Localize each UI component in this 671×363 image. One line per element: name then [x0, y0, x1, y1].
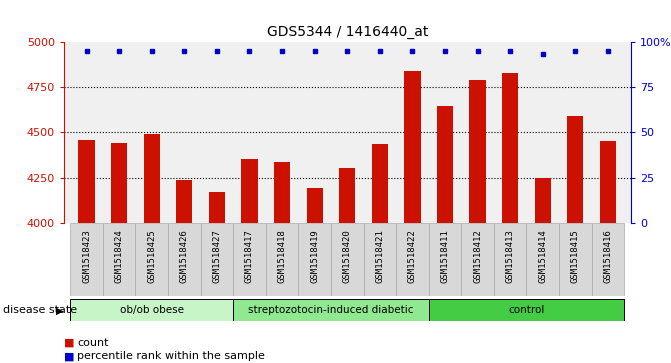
Text: ■: ■: [64, 351, 74, 362]
Bar: [176, 180, 193, 223]
Bar: [70, 223, 103, 296]
Text: disease state: disease state: [3, 305, 77, 315]
Bar: [307, 188, 323, 223]
Text: GSM1518413: GSM1518413: [506, 229, 515, 283]
Text: GSM1518427: GSM1518427: [213, 229, 221, 283]
Text: streptozotocin-induced diabetic: streptozotocin-induced diabetic: [248, 305, 414, 315]
Text: count: count: [77, 338, 109, 348]
Bar: [103, 223, 136, 296]
Bar: [136, 223, 168, 296]
Bar: [168, 223, 201, 296]
Text: GSM1518417: GSM1518417: [245, 229, 254, 283]
Bar: [600, 141, 616, 223]
Bar: [396, 223, 429, 296]
Bar: [331, 223, 364, 296]
Bar: [470, 80, 486, 223]
Bar: [535, 178, 551, 223]
Bar: [111, 143, 127, 223]
Bar: [372, 144, 388, 223]
Bar: [461, 223, 494, 296]
Text: GSM1518422: GSM1518422: [408, 229, 417, 283]
Bar: [559, 223, 592, 296]
Bar: [339, 168, 356, 223]
Bar: [429, 299, 624, 321]
Text: GSM1518414: GSM1518414: [538, 229, 548, 283]
Bar: [567, 116, 584, 223]
Bar: [527, 223, 559, 296]
Bar: [79, 140, 95, 223]
Bar: [364, 223, 396, 296]
Bar: [70, 299, 234, 321]
Text: GSM1518425: GSM1518425: [147, 229, 156, 283]
Bar: [242, 159, 258, 223]
Text: GSM1518420: GSM1518420: [343, 229, 352, 283]
Text: GSM1518418: GSM1518418: [278, 229, 287, 283]
Bar: [266, 223, 299, 296]
Text: GSM1518419: GSM1518419: [310, 229, 319, 283]
Text: ■: ■: [64, 338, 74, 348]
Text: GSM1518415: GSM1518415: [571, 229, 580, 283]
Text: ob/ob obese: ob/ob obese: [119, 305, 184, 315]
Bar: [494, 223, 527, 296]
Text: GSM1518423: GSM1518423: [82, 229, 91, 283]
Bar: [234, 299, 429, 321]
Bar: [201, 223, 234, 296]
Text: GSM1518412: GSM1518412: [473, 229, 482, 283]
Bar: [144, 134, 160, 223]
Text: GSM1518424: GSM1518424: [115, 229, 123, 283]
Text: percentile rank within the sample: percentile rank within the sample: [77, 351, 265, 362]
Bar: [234, 223, 266, 296]
Bar: [299, 223, 331, 296]
Bar: [429, 223, 461, 296]
Bar: [437, 106, 453, 223]
Text: GSM1518416: GSM1518416: [603, 229, 613, 283]
Bar: [592, 223, 624, 296]
Text: GSM1518411: GSM1518411: [440, 229, 450, 283]
Bar: [502, 73, 518, 223]
Bar: [404, 71, 421, 223]
Text: ▶: ▶: [56, 305, 63, 315]
Text: GSM1518421: GSM1518421: [375, 229, 384, 283]
Text: GSM1518426: GSM1518426: [180, 229, 189, 283]
Text: control: control: [508, 305, 545, 315]
Title: GDS5344 / 1416440_at: GDS5344 / 1416440_at: [266, 25, 428, 39]
Bar: [209, 192, 225, 223]
Bar: [274, 163, 291, 223]
